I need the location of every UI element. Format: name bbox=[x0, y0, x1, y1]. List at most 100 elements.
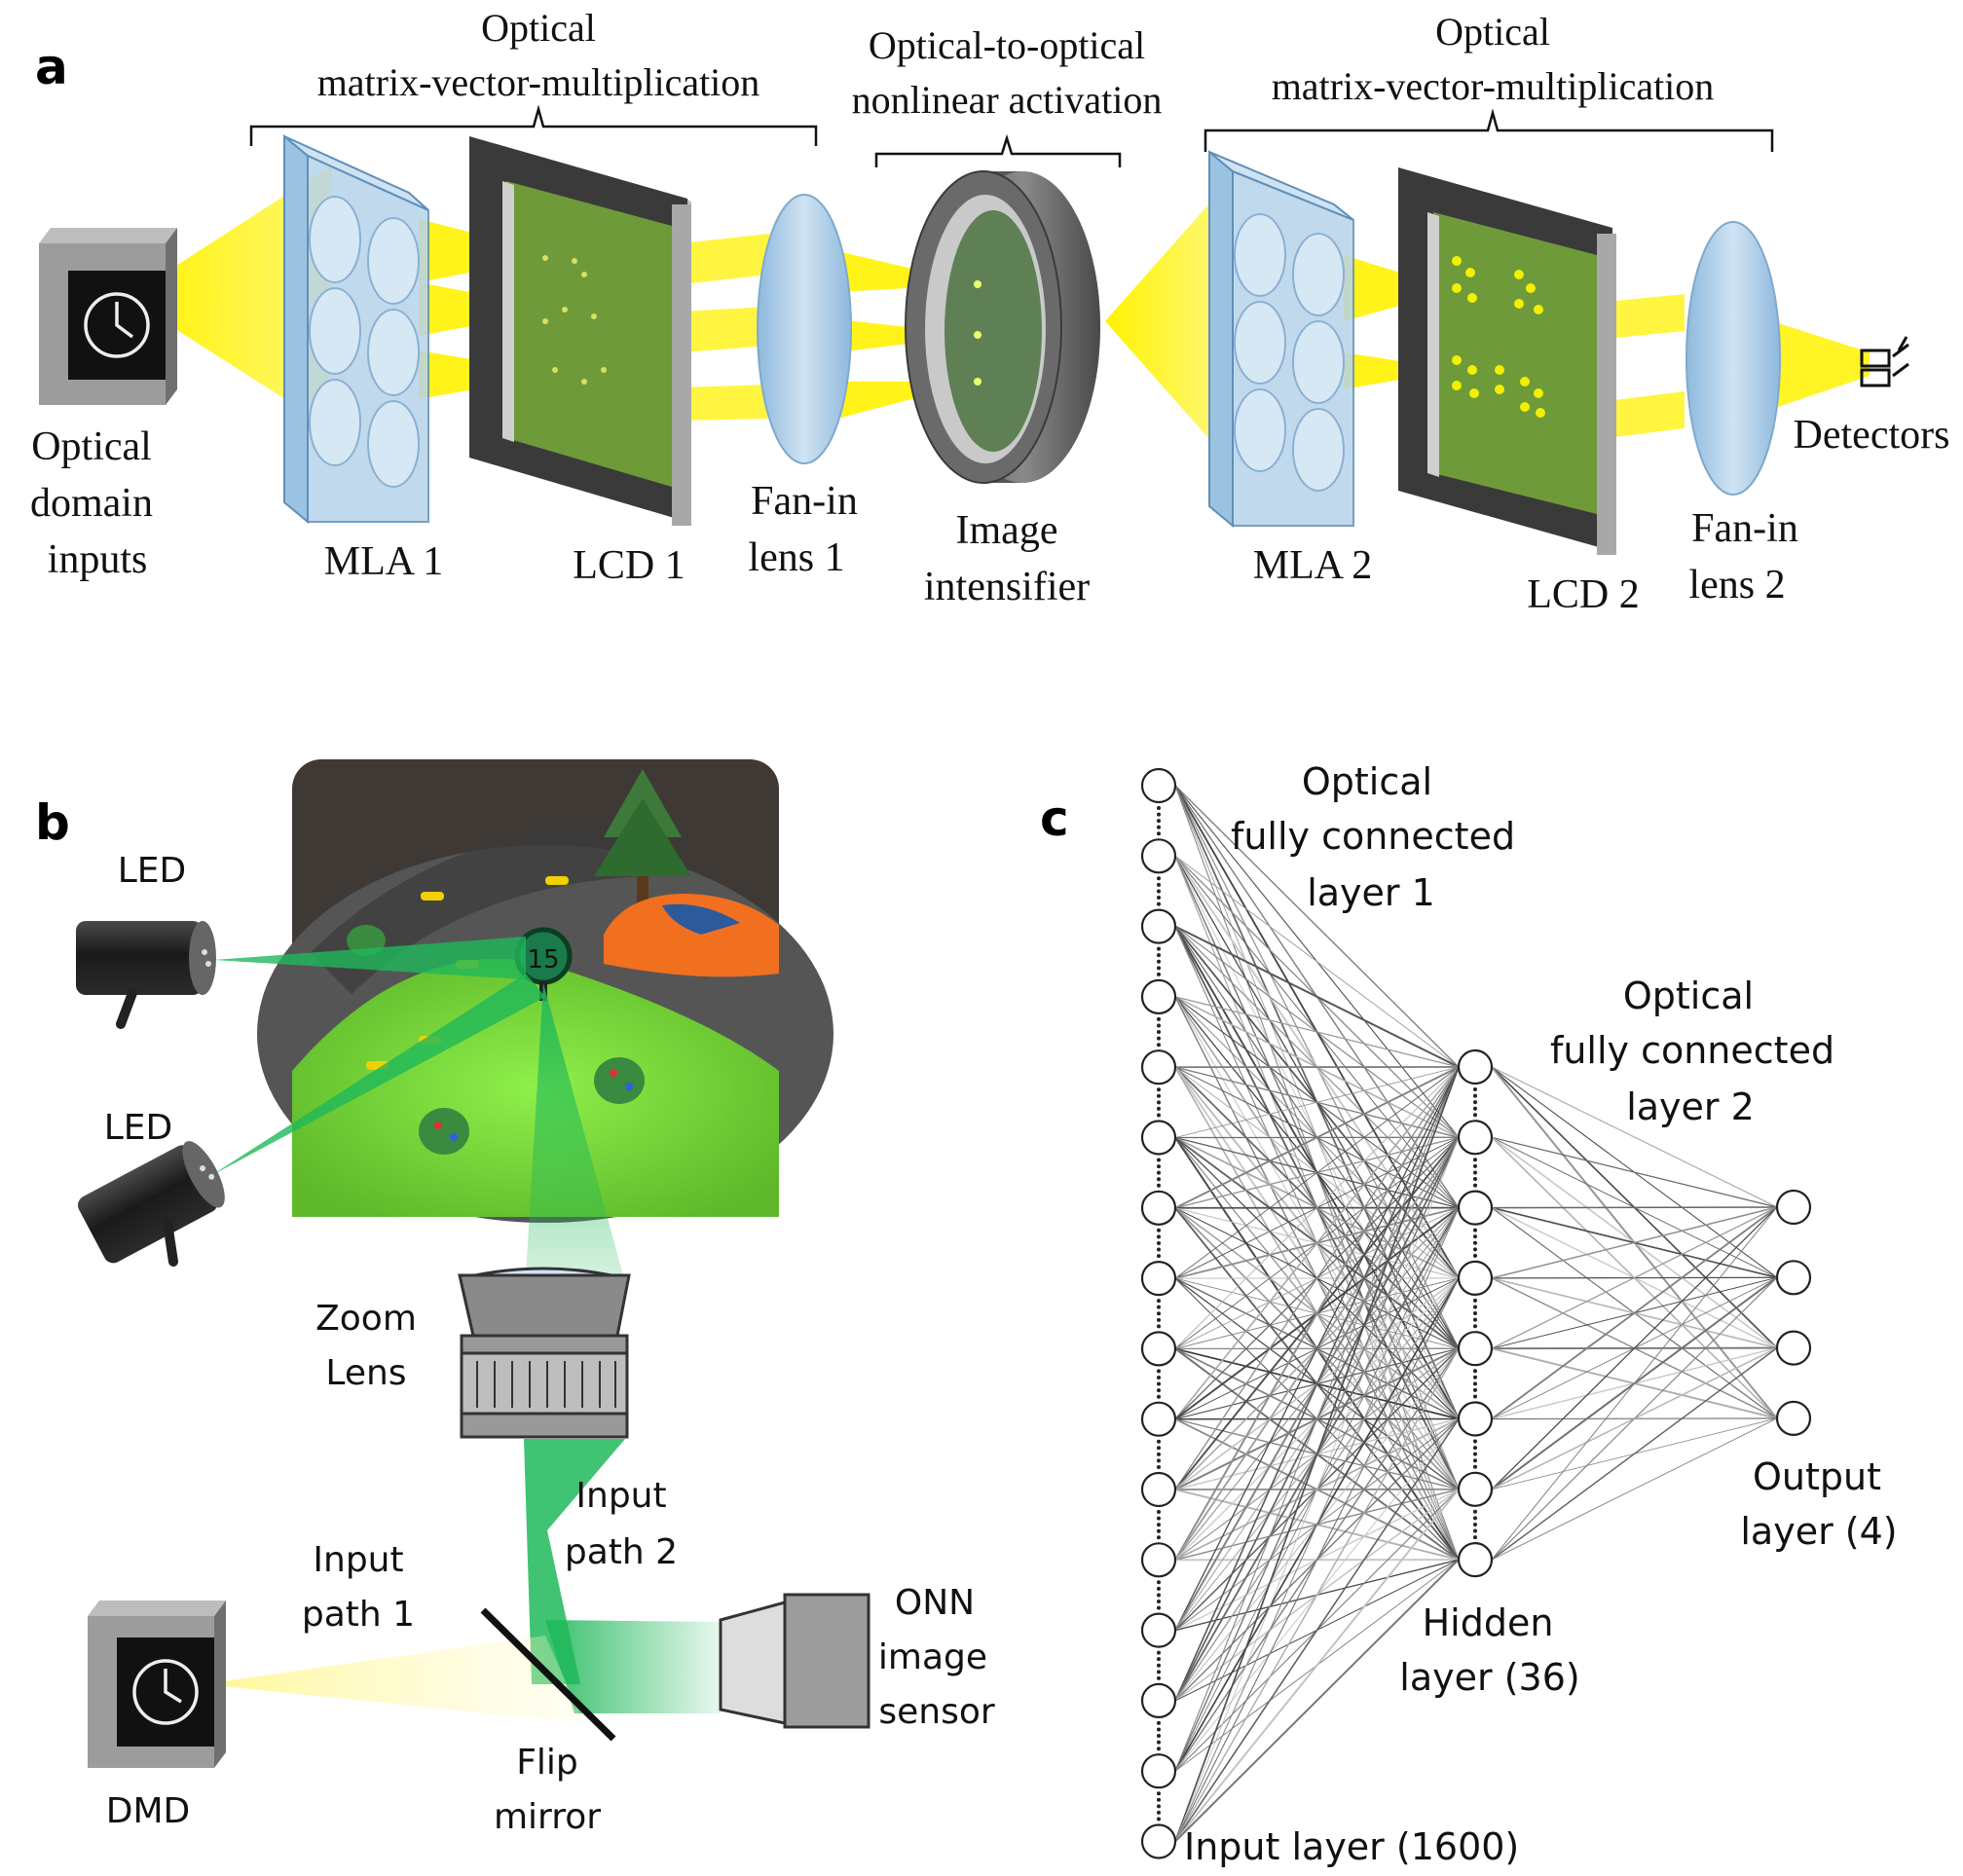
edge-input-hidden bbox=[1174, 1066, 1460, 1631]
edge-input-hidden bbox=[1174, 785, 1460, 1068]
edge-input-hidden bbox=[1174, 1066, 1460, 1138]
input-ellipsis-dot bbox=[1157, 1375, 1161, 1379]
mla1-label: MLA 1 bbox=[324, 539, 444, 584]
led-bottom bbox=[78, 1141, 225, 1267]
input-ellipsis-dot bbox=[1157, 1727, 1161, 1732]
output-layer-label-line2: layer (4) bbox=[1740, 1510, 1897, 1553]
input-ellipsis-dot bbox=[1157, 1183, 1161, 1188]
brace-2-title-line2: nonlinear activation bbox=[852, 78, 1163, 122]
hidden-layer-label-line1: Hidden bbox=[1423, 1601, 1554, 1644]
input-ellipsis-dot bbox=[1157, 1458, 1161, 1463]
onn-sensor-label-line2: image bbox=[878, 1637, 987, 1677]
input-node bbox=[1140, 1190, 1177, 1226]
lcd2-label: LCD 2 bbox=[1527, 572, 1640, 617]
input-ellipsis-dot bbox=[1157, 946, 1161, 951]
fc1-label-line3: layer 1 bbox=[1307, 871, 1435, 914]
hidden-ellipsis-dot bbox=[1473, 1516, 1477, 1521]
input-ellipsis-dot bbox=[1157, 1087, 1161, 1092]
input-ellipsis-dot bbox=[1157, 806, 1161, 810]
hidden-ellipsis-dot bbox=[1473, 1100, 1477, 1105]
brace-1-bracket bbox=[249, 104, 818, 146]
hidden-ellipsis-dot bbox=[1473, 1458, 1477, 1463]
panel-a-letter: a bbox=[35, 39, 68, 95]
edge-input-hidden bbox=[1174, 1066, 1460, 1349]
flip-mirror bbox=[480, 1607, 616, 1742]
edge-input-hidden bbox=[1174, 1207, 1460, 1842]
brace-1-title-line1: Optical bbox=[481, 6, 596, 50]
input-ellipsis-dot bbox=[1157, 1804, 1161, 1809]
input-ellipsis-dot bbox=[1157, 959, 1161, 964]
input-ellipsis-dot bbox=[1157, 1657, 1161, 1662]
input-ellipsis-dot bbox=[1157, 1016, 1161, 1021]
hidden-ellipsis-dot bbox=[1473, 1234, 1477, 1239]
panel-b: b 15 bbox=[35, 759, 995, 1837]
input-ellipsis-dot bbox=[1157, 1586, 1161, 1591]
panel-c: c Optical fully connected layer 1 Optica… bbox=[1040, 760, 1898, 1868]
brace-1: Optical matrix-vector-multiplication bbox=[249, 6, 818, 146]
edge-input-hidden bbox=[1174, 1066, 1460, 1490]
hidden-node bbox=[1457, 1120, 1494, 1156]
hidden-node bbox=[1457, 1471, 1494, 1507]
hidden-ellipsis-dot bbox=[1473, 1240, 1477, 1245]
input-ellipsis-dot bbox=[1157, 953, 1161, 958]
input-ellipsis-dot bbox=[1157, 1670, 1161, 1674]
zoom-lens-label-line2: Lens bbox=[325, 1353, 406, 1393]
lcd1-label: LCD 1 bbox=[573, 543, 685, 588]
input-ellipsis-dot bbox=[1157, 1452, 1161, 1456]
hidden-ellipsis-dot bbox=[1473, 1106, 1477, 1111]
edge-hidden-output bbox=[1491, 1206, 1778, 1279]
beam-lcd1-fanin1-top bbox=[682, 234, 769, 284]
input-ellipsis-dot bbox=[1157, 1254, 1161, 1259]
hidden-ellipsis-dot bbox=[1473, 1298, 1477, 1303]
hidden-ellipsis-dot bbox=[1473, 1381, 1477, 1386]
hidden-ellipsis-dot bbox=[1473, 1439, 1477, 1444]
input-ellipsis-dot bbox=[1157, 1043, 1161, 1048]
inputs-label-line1: Optical bbox=[31, 424, 152, 469]
hidden-node bbox=[1457, 1541, 1494, 1578]
edge-input-hidden bbox=[1174, 1066, 1460, 1420]
output-node bbox=[1775, 1189, 1812, 1226]
input-ellipsis-dot bbox=[1157, 1720, 1161, 1725]
brace-3-title-line1: Optical bbox=[1435, 10, 1550, 54]
input-ellipsis-dot bbox=[1157, 1234, 1161, 1239]
edge-hidden-output bbox=[1491, 1347, 1778, 1561]
input-ellipsis-dot bbox=[1157, 1797, 1161, 1802]
input-ellipsis-dot bbox=[1157, 1030, 1161, 1035]
input-ellipsis-dot bbox=[1157, 1516, 1161, 1521]
hidden-ellipsis-dot bbox=[1473, 1163, 1477, 1168]
input-ellipsis-dot bbox=[1157, 1446, 1161, 1451]
input-ellipsis-dot bbox=[1157, 1311, 1161, 1316]
dmd-label: DMD bbox=[106, 1791, 191, 1831]
input-ellipsis-dot bbox=[1157, 1675, 1161, 1680]
panel-b-letter: b bbox=[35, 794, 70, 851]
input-path-1-line1: Input bbox=[313, 1540, 403, 1580]
edge-hidden-output bbox=[1491, 1206, 1778, 1209]
input-ellipsis-dot bbox=[1157, 1510, 1161, 1514]
fanin1-label-line2: lens 1 bbox=[748, 535, 844, 580]
edge-hidden-output bbox=[1491, 1206, 1778, 1349]
input-ellipsis-dot bbox=[1157, 1817, 1161, 1821]
input-ellipsis-dot bbox=[1157, 1177, 1161, 1182]
hidden-node bbox=[1457, 1260, 1494, 1297]
network-nodes bbox=[1140, 767, 1812, 1859]
input-node bbox=[1140, 1049, 1177, 1085]
hidden-ellipsis-dot bbox=[1473, 1464, 1477, 1469]
input-node bbox=[1140, 1753, 1177, 1789]
panel-a: a Optical matrix-vector-multiplication O… bbox=[30, 6, 1949, 617]
optical-input-display bbox=[39, 228, 177, 405]
input-node bbox=[1140, 1120, 1177, 1156]
edge-input-hidden bbox=[1174, 1347, 1460, 1842]
edge-input-hidden bbox=[1174, 1277, 1460, 1842]
output-node bbox=[1775, 1400, 1812, 1437]
onn-sensor-label-line3: sensor bbox=[878, 1692, 995, 1732]
edge-hidden-output bbox=[1491, 1206, 1778, 1490]
edge-input-hidden bbox=[1174, 996, 1460, 1068]
input-ellipsis-dot bbox=[1157, 1324, 1161, 1329]
input-ellipsis-dot bbox=[1157, 966, 1161, 971]
fanin1-label-line1: Fan-in bbox=[751, 479, 858, 524]
output-node bbox=[1775, 1260, 1812, 1296]
led-top bbox=[76, 921, 216, 1029]
layer-ellipsis-dots bbox=[1157, 806, 1477, 1821]
hidden-ellipsis-dot bbox=[1473, 1228, 1477, 1232]
hidden-ellipsis-dot bbox=[1473, 1311, 1477, 1316]
